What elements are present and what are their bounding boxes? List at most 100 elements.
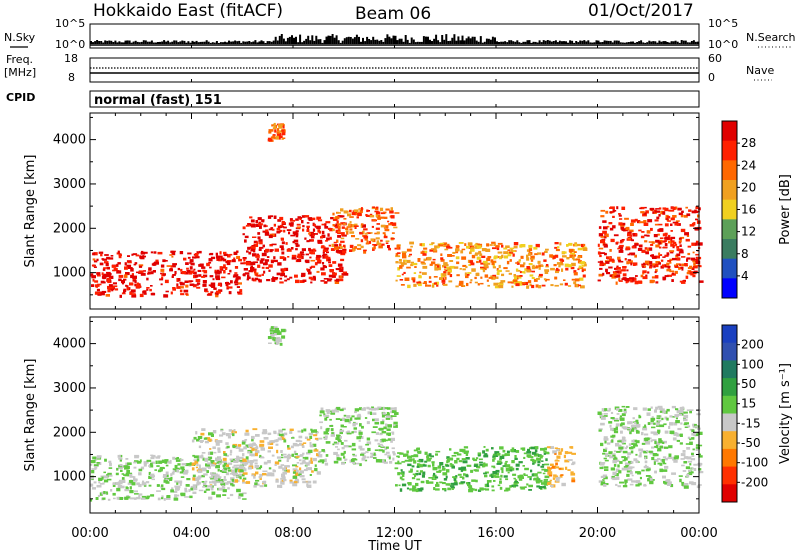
noise-mark xyxy=(581,40,584,44)
noise-mark xyxy=(124,40,127,44)
freq-panel: 18 8 60 0 Freq. [MHz] Nave xyxy=(4,52,774,84)
noise-mark xyxy=(282,38,285,44)
noise-mark xyxy=(313,40,316,44)
noise-mark xyxy=(272,40,275,44)
noise-mark xyxy=(416,41,419,44)
noise-mark xyxy=(510,40,513,44)
noise-mark xyxy=(534,41,537,44)
echo-region xyxy=(394,446,551,493)
noise-mark xyxy=(120,42,123,44)
noise-mark xyxy=(420,41,423,44)
noise-mark xyxy=(138,42,141,44)
noise-mark xyxy=(236,41,239,44)
noise-mark xyxy=(565,41,567,44)
noise-mark xyxy=(422,36,425,44)
noise-mark xyxy=(654,41,657,44)
x-tick-label: 04:00 xyxy=(173,526,210,541)
noise-mark xyxy=(508,40,511,44)
noise-mark xyxy=(343,38,346,44)
nave-tick-low: 0 xyxy=(708,71,715,84)
noise-mark xyxy=(386,34,389,44)
colorbar-swatch xyxy=(722,342,737,361)
colorbar-label: Power [dB] xyxy=(778,174,793,245)
noise-mark xyxy=(157,42,159,44)
noise-mark xyxy=(666,42,669,44)
noise-mark xyxy=(130,42,133,44)
noise-mark xyxy=(556,42,559,44)
noise-mark xyxy=(451,37,454,44)
noise-mark xyxy=(504,41,507,44)
colorbar-tick-label: -100 xyxy=(741,456,768,470)
noise-mark xyxy=(323,40,326,44)
noise-mark xyxy=(360,41,362,44)
noise-mark xyxy=(337,40,340,44)
noise-mark xyxy=(146,41,149,44)
noise-mark xyxy=(682,40,685,44)
noise-mark xyxy=(674,40,677,44)
noise-mark xyxy=(662,41,665,44)
noise-mark xyxy=(240,42,243,44)
echo-region xyxy=(597,405,704,489)
noise-mark xyxy=(623,42,626,44)
noise-mark xyxy=(309,40,312,44)
noise-mark xyxy=(435,34,438,44)
noise-mark xyxy=(203,41,206,44)
noise-mark xyxy=(262,41,265,44)
noise-mark xyxy=(589,42,592,44)
noise-mark xyxy=(603,40,606,44)
noise-mark xyxy=(652,41,655,44)
noise-mark xyxy=(408,42,411,44)
noise-mark xyxy=(680,40,683,44)
colorbar-swatch xyxy=(722,239,737,260)
x-tick-label: 12:00 xyxy=(376,526,413,541)
noise-mark xyxy=(644,42,647,44)
noise-mark xyxy=(506,42,509,44)
noise-mark xyxy=(558,40,561,44)
colorbar-tick-label: 4 xyxy=(741,269,749,283)
noise-mark xyxy=(355,34,358,44)
colorbar-swatch xyxy=(722,360,737,379)
noise-mark xyxy=(291,35,293,44)
colorbar-tick-label: 50 xyxy=(741,377,756,391)
station-title: Hokkaido East (fitACF) xyxy=(93,1,283,21)
noise-mark xyxy=(276,40,279,44)
noise-mark xyxy=(199,41,202,44)
noise-mark xyxy=(116,42,119,44)
noise-mark xyxy=(632,41,634,44)
noise-mark xyxy=(215,41,218,44)
noise-mark xyxy=(567,42,569,44)
colorbar-swatch xyxy=(722,448,737,468)
noise-mark xyxy=(697,41,699,44)
noise-mark xyxy=(148,41,151,44)
noise-mark xyxy=(134,40,137,44)
noise-mark xyxy=(619,42,622,44)
colorbar-tick-label: 15 xyxy=(741,397,756,411)
noise-mark xyxy=(100,41,103,44)
noise-mark xyxy=(526,40,529,44)
noise-mark xyxy=(569,40,572,44)
noise-mark xyxy=(339,42,342,44)
noise-mark xyxy=(132,41,135,44)
freq-tick-high: 18 xyxy=(64,52,78,65)
noise-mark xyxy=(368,39,371,44)
noise-mark xyxy=(433,38,436,44)
noise-mark xyxy=(601,42,604,44)
x-tick-label: 00:00 xyxy=(680,526,717,541)
noise-mark xyxy=(542,40,545,44)
noise-mark xyxy=(502,41,505,44)
noise-mark xyxy=(175,40,178,44)
freq-tick-low: 8 xyxy=(68,71,75,84)
noise-mark xyxy=(284,41,287,44)
velocity-panel: 1000 2000 3000 4000 Slant Range [km] 200 100 50… xyxy=(23,316,793,514)
noise-mark xyxy=(595,40,598,44)
noise-tick-low-right: 10^0 xyxy=(708,38,738,51)
noise-mark xyxy=(573,42,576,44)
noise-mark xyxy=(362,37,364,44)
noise-mark xyxy=(583,40,586,44)
noise-mark xyxy=(256,42,259,44)
noise-mark xyxy=(638,41,641,44)
noise-mark xyxy=(219,42,222,44)
y-tick-label: 1000 xyxy=(53,266,86,281)
noise-mark xyxy=(374,39,377,44)
noise-mark xyxy=(122,42,125,44)
